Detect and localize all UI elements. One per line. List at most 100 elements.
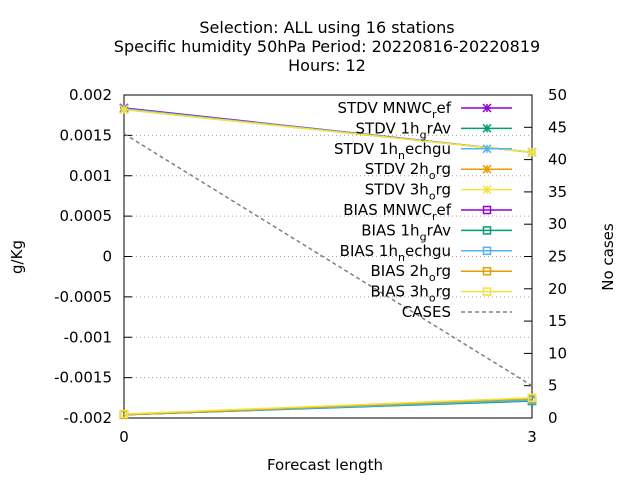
legend-label-main: STDV 2h (365, 160, 429, 178)
series-line (123, 133, 533, 387)
legend-label-sub: n (398, 251, 405, 264)
legend-marker (482, 123, 492, 133)
legend-marker (482, 266, 492, 276)
series-8 (119, 394, 537, 420)
series-line (123, 397, 533, 415)
legend-label-main: BIAS 1h (340, 242, 398, 260)
x-tick-label: 3 (527, 428, 537, 446)
legend-label-main: STDV MNWC (337, 99, 431, 117)
legend-label-tail: rg (436, 160, 451, 178)
legend-entry: BIAS 2horg (371, 262, 512, 284)
legend-label-tail: rAv (427, 119, 452, 137)
legend-label-sub: o (429, 271, 436, 284)
legend-entry: CASES (402, 303, 512, 321)
legend-marker (482, 287, 492, 296)
legend-label-sub: r (432, 210, 437, 223)
y-tick-label: -0.001 (64, 328, 112, 346)
axes: 0.002 0.0015 0.001 0.0005 0 -0.0005 -0.001 -0.0… (8, 86, 617, 474)
legend-label-tail: ef (436, 99, 451, 117)
legend-entry: BIAS MNWCref (343, 201, 512, 223)
data-point (527, 147, 537, 157)
data-point (527, 393, 537, 403)
legend-entry: STDV MNWCref (337, 99, 512, 121)
y-tick-label: 0 (102, 248, 112, 266)
y-tick-label: -0.0005 (54, 288, 112, 306)
y-tick-label: 0.0015 (60, 126, 113, 144)
y-axis-label: g/Kg (8, 240, 26, 274)
legend-label-sub: n (398, 149, 405, 162)
legend-label-sub: o (429, 169, 436, 182)
legend-label-main: STDV 1h (334, 140, 398, 158)
title-line: Specific humidity 50hPa Period: 20220816… (114, 37, 540, 56)
series-layer (119, 103, 537, 420)
legend-label-tail: rg (436, 181, 451, 199)
legend-label-sub: o (429, 292, 436, 305)
y-tick-label: 0.002 (69, 86, 112, 104)
legend-label-main: BIAS 3h (371, 283, 429, 301)
title-line: Selection: ALL using 16 stations (199, 18, 454, 37)
legend-label-tail: ef (436, 201, 451, 219)
y2-tick-label: 10 (548, 344, 567, 362)
y2-tick-label: 40 (548, 151, 567, 169)
title-line: Hours: 12 (288, 56, 366, 75)
legend-label-tail: rg (436, 283, 451, 301)
legend-label: BIAS 3horg (371, 283, 452, 305)
legend-marker (482, 226, 492, 235)
legend-label-sub: r (432, 108, 437, 121)
y2-tick-label: 25 (548, 248, 567, 266)
y2-tick-label: 35 (548, 183, 567, 201)
legend-entry: STDV 1hnechgu (334, 140, 512, 162)
series-line (123, 397, 533, 416)
legend-label-main: BIAS MNWC (343, 201, 432, 219)
x-axis-label: Forecast length (267, 456, 383, 474)
y2-tick-label: 45 (548, 118, 567, 136)
legend-marker (482, 103, 492, 113)
series-line (123, 108, 533, 154)
y-tick-label: 0.001 (69, 167, 112, 185)
legend-marker (482, 205, 492, 215)
y2-tick-label: 50 (548, 86, 567, 104)
legend-label-tail: rAv (427, 221, 452, 239)
legend-label-sub: g (420, 128, 427, 141)
y2-tick-label: 15 (548, 312, 567, 330)
plot-frame (123, 94, 533, 419)
legend-label-main: BIAS 2h (371, 262, 429, 280)
legend-label-main: CASES (402, 303, 451, 321)
legend-entry: BIAS 1hgrAv (361, 221, 512, 243)
legend-marker (482, 164, 492, 174)
legend-entry: BIAS 1hnechgu (340, 242, 512, 264)
x-tick-label: 0 (119, 428, 129, 446)
legend-label-sub: o (429, 190, 436, 203)
legend-marker (482, 144, 492, 154)
legend-marker (482, 246, 492, 256)
y2-tick-label: 20 (548, 280, 567, 298)
series-4 (119, 105, 537, 157)
legend-label: STDV 2horg (365, 160, 451, 182)
legend-label: BIAS 1hnechgu (340, 242, 451, 264)
y2-axis-label: No cases (599, 223, 617, 291)
legend-label: STDV MNWCref (337, 99, 451, 121)
legend-label-tail: echgu (405, 140, 451, 158)
legend-label-tail: rg (436, 262, 451, 280)
legend-label-tail: echgu (405, 242, 451, 260)
chart-title: Selection: ALL using 16 stationsSpecific… (114, 18, 540, 75)
legend-label: STDV 3horg (365, 181, 451, 203)
legend-label: BIAS MNWCref (343, 201, 451, 223)
legend-label-main: STDV 1h (356, 119, 420, 137)
legend-label-sub: g (420, 230, 427, 243)
legend-label: BIAS 1hgrAv (361, 221, 451, 243)
legend-label: CASES (402, 303, 451, 321)
legend-marker (482, 185, 492, 195)
y-tick-label: -0.0015 (54, 369, 112, 387)
legend-entry: STDV 2horg (365, 160, 512, 182)
y-tick-label: -0.002 (64, 409, 112, 427)
y2-tick-label: 0 (548, 409, 558, 427)
series-10 (123, 133, 533, 387)
legend-label: STDV 1hnechgu (334, 140, 451, 162)
data-point (119, 409, 129, 419)
legend-entry: STDV 1hgrAv (356, 119, 512, 141)
legend-label-main: BIAS 1h (361, 221, 419, 239)
y2-tick-label: 5 (548, 377, 558, 395)
